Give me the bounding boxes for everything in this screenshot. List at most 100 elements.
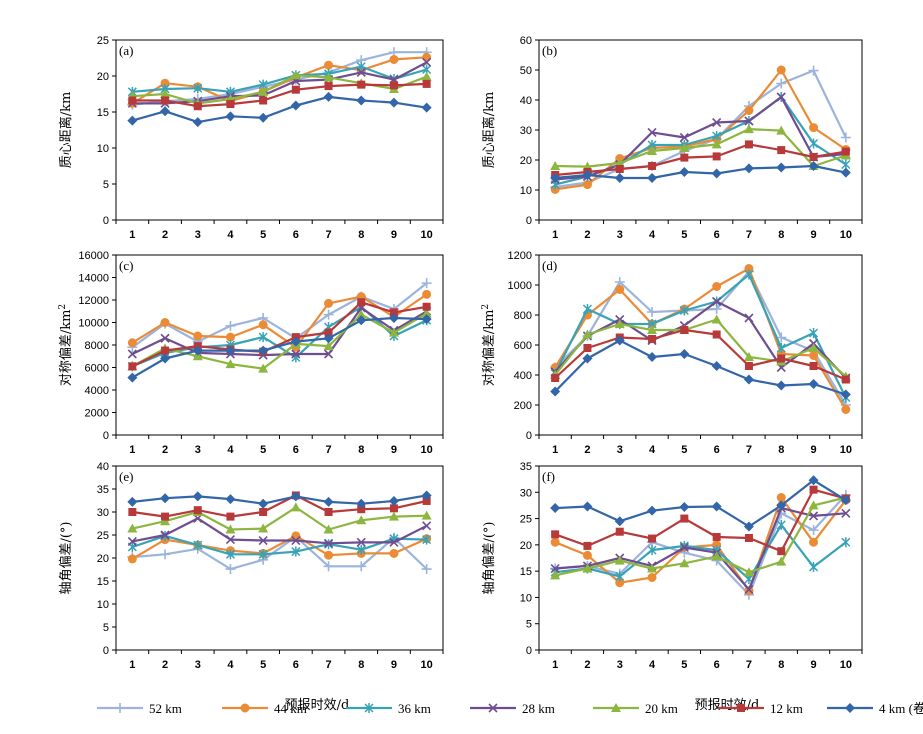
legend-entry: 44 km [222, 701, 307, 716]
data-point [711, 139, 722, 149]
data-point [776, 500, 787, 511]
y-tick-label: 30 [520, 487, 532, 499]
data-point [324, 508, 333, 516]
series-4km [127, 91, 432, 128]
y-tick-label: 0 [526, 215, 532, 227]
data-point [291, 535, 301, 546]
series-line [554, 496, 847, 577]
data-point [679, 167, 690, 177]
data-point [324, 82, 333, 91]
data-point [614, 173, 625, 183]
x-tick-label: 6 [293, 659, 299, 671]
legend-label: 44 km [274, 701, 307, 716]
y-axis-label: 对称偏差/km2 [58, 304, 74, 386]
y-axis-label-superscript: 2 [58, 304, 68, 310]
data-point [258, 332, 268, 343]
y-tick-label: 1200 [508, 250, 532, 262]
y-tick-label: 15 [97, 107, 109, 119]
data-point [808, 500, 819, 510]
y-tick-label: 15 [520, 566, 532, 578]
x-tick-label: 8 [358, 444, 364, 456]
data-point [421, 490, 432, 501]
data-point [777, 547, 786, 556]
data-point [776, 343, 786, 353]
data-point [160, 333, 170, 343]
series-28km [550, 92, 851, 185]
y-tick-label: 5 [103, 622, 109, 634]
data-point [259, 96, 268, 105]
data-point [809, 328, 819, 338]
x-axis-label-right: 预报时效/d [695, 698, 760, 713]
series-20km [127, 502, 432, 534]
y-tick-label: 35 [97, 484, 109, 496]
y-tick-label: 10 [520, 185, 532, 197]
y-tick-label: 4000 [85, 385, 109, 397]
data-point [421, 510, 432, 520]
data-point [422, 289, 432, 299]
y-axis-label-superscript: 2 [481, 304, 491, 310]
data-point [712, 532, 721, 541]
data-point [679, 502, 690, 513]
data-point [225, 345, 236, 356]
data-point [323, 538, 334, 548]
data-point [582, 563, 593, 573]
data-point [258, 523, 269, 533]
data-point [840, 495, 851, 506]
y-tick-label: 10 [97, 599, 109, 611]
data-point [582, 304, 592, 314]
y-tick-label: 14000 [78, 273, 109, 285]
y-tick-label: 10000 [78, 318, 109, 330]
data-point [225, 359, 236, 369]
series-36km [127, 61, 432, 97]
data-point [647, 563, 658, 573]
data-point [647, 545, 657, 556]
legend-label: 52 km [149, 701, 182, 716]
panel-f: 0 5 10 15 20 25 30 35 1 2 3 4 5 6 7 8 9 10 (f) 轴角偏差/(°) [482, 461, 863, 671]
y-tick-label: 0 [103, 215, 109, 227]
legend-entry: 28 km [470, 701, 555, 716]
series-line [554, 339, 847, 396]
panel-d: 0 200 400 600 800 1000 1200 1 2 3 4 5 6 7 8 9 10 (d) 对称偏差/… [481, 250, 863, 456]
data-point [421, 102, 432, 113]
data-point [679, 143, 690, 152]
data-point [679, 132, 689, 143]
data-point [550, 563, 560, 574]
y-tick-label: 6000 [85, 363, 109, 375]
x-tick-label: 6 [293, 229, 299, 241]
data-point [744, 269, 754, 280]
series-line [131, 312, 428, 370]
legend-label: 12 km [770, 701, 803, 716]
x-tick-label: 1 [129, 229, 135, 241]
data-point [744, 584, 754, 595]
data-point [127, 496, 138, 507]
data-point [389, 504, 398, 513]
legend-marker [488, 703, 498, 713]
data-point [776, 78, 787, 89]
series-line [131, 301, 427, 368]
data-point [323, 341, 334, 351]
plot-frame [115, 39, 444, 221]
data-point [225, 111, 236, 122]
series-line [554, 164, 847, 180]
data-point [225, 524, 236, 534]
data-point [841, 508, 851, 518]
data-point [776, 332, 787, 343]
series-line [131, 316, 427, 379]
x-tick-label: 6 [293, 444, 299, 456]
data-point [615, 571, 625, 582]
x-tick-label: 9 [810, 444, 816, 456]
data-point [614, 158, 625, 167]
data-point [743, 163, 754, 174]
x-tick-label: 8 [358, 229, 364, 241]
y-axis-label: 质心距离/km [481, 92, 497, 169]
series-44km [550, 264, 851, 414]
data-point [743, 521, 754, 532]
data-point [809, 537, 819, 547]
data-point [711, 551, 722, 561]
data-point [388, 313, 399, 323]
data-point [776, 92, 786, 102]
legend-entry: 36 km [346, 701, 431, 716]
data-point [291, 546, 301, 557]
data-point [614, 335, 625, 346]
